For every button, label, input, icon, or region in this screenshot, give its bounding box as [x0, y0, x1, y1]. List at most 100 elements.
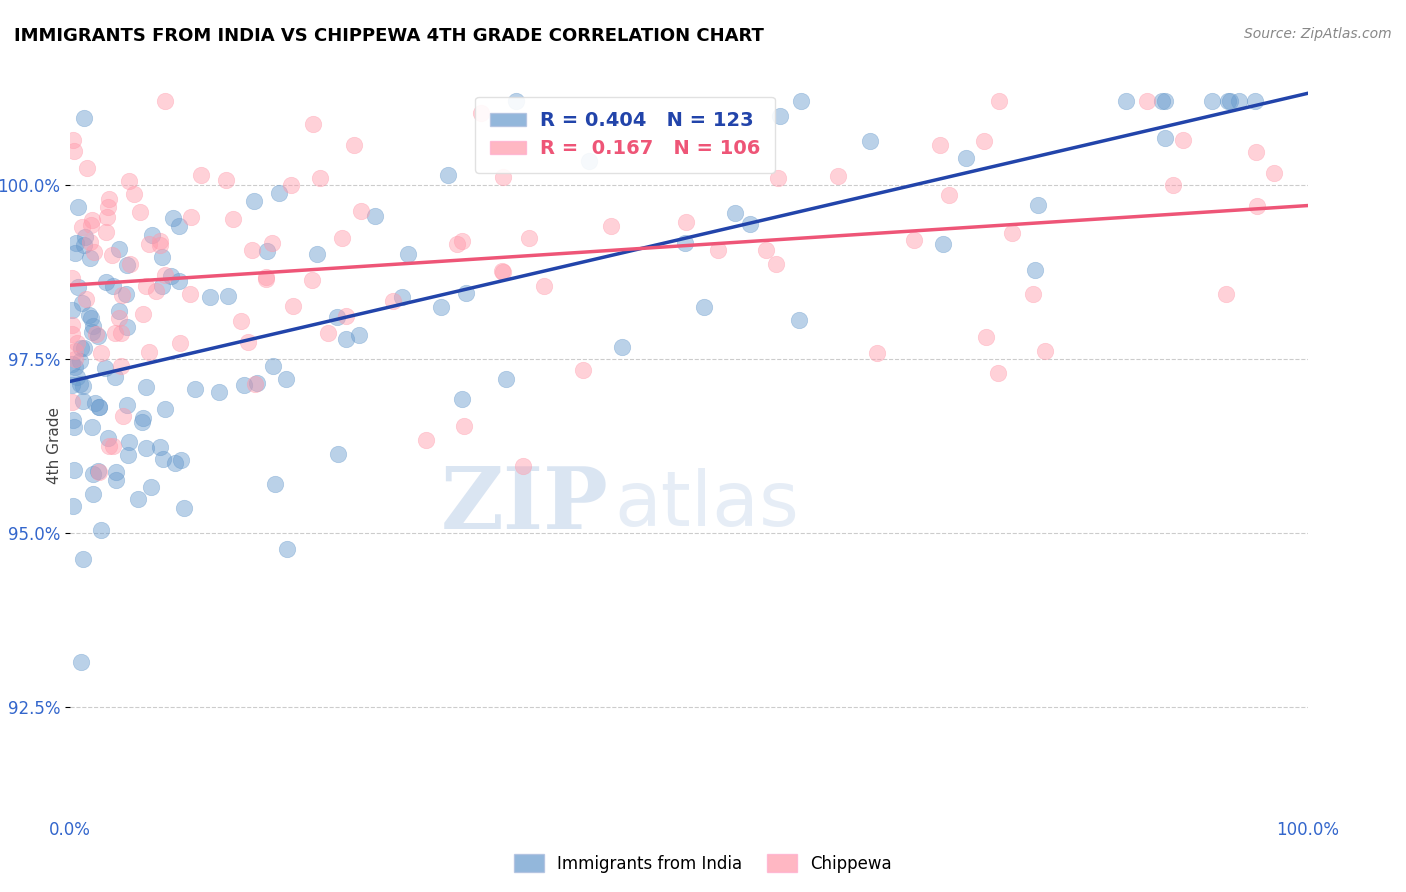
Point: [132, 410, 155, 425]
Point: [155, 268, 177, 282]
Point: [66, 280, 89, 294]
Point: [1150, 94, 1173, 108]
Point: [75, 292, 97, 306]
Point: [132, 307, 155, 321]
Point: [72, 551, 94, 566]
Point: [72, 379, 94, 393]
Y-axis label: 4th Grade: 4th Grade: [46, 408, 62, 484]
Point: [938, 188, 960, 202]
Point: [145, 285, 167, 299]
Point: [706, 243, 728, 257]
Point: [94, 361, 117, 376]
Point: [63, 343, 86, 358]
Point: [332, 231, 354, 245]
Point: [69, 354, 91, 368]
Point: [1153, 131, 1175, 145]
Point: [87, 401, 110, 415]
Point: [83, 244, 105, 259]
Point: [173, 501, 195, 516]
Point: [63, 462, 86, 476]
Point: [1001, 227, 1024, 241]
Point: [135, 380, 157, 394]
Point: [96, 225, 118, 239]
Point: [86, 326, 108, 341]
Point: [155, 402, 177, 417]
Point: [302, 117, 325, 131]
Point: [118, 435, 141, 450]
Point: [364, 209, 387, 223]
Point: [264, 476, 287, 491]
Point: [335, 332, 357, 346]
Point: [1115, 94, 1137, 108]
Point: [928, 138, 950, 153]
Point: [183, 382, 205, 396]
Point: [82, 467, 104, 481]
Point: [505, 94, 527, 108]
Point: [335, 310, 357, 324]
Point: [827, 169, 849, 184]
Point: [1215, 286, 1237, 301]
Point: [159, 268, 181, 283]
Point: [101, 279, 124, 293]
Point: [104, 370, 127, 384]
Point: [135, 441, 157, 455]
Point: [1173, 133, 1195, 147]
Point: [693, 300, 716, 314]
Legend: R = 0.404   N = 123, R =  0.167   N = 106: R = 0.404 N = 123, R = 0.167 N = 106: [475, 96, 775, 172]
Point: [90, 524, 112, 538]
Point: [155, 95, 177, 109]
Point: [63, 360, 86, 375]
Point: [1033, 344, 1056, 359]
Point: [673, 235, 696, 250]
Point: [740, 217, 762, 231]
Point: [973, 134, 995, 148]
Point: [138, 344, 160, 359]
Point: [450, 392, 472, 407]
Point: [67, 200, 90, 214]
Point: [135, 278, 157, 293]
Point: [97, 201, 120, 215]
Point: [149, 440, 172, 454]
Point: [866, 346, 889, 360]
Text: Source: ZipAtlas.com: Source: ZipAtlas.com: [1244, 27, 1392, 41]
Point: [103, 326, 125, 340]
Point: [517, 231, 540, 245]
Point: [349, 203, 371, 218]
Point: [243, 377, 266, 392]
Point: [150, 250, 173, 264]
Point: [69, 377, 91, 392]
Point: [69, 655, 91, 669]
Point: [62, 500, 84, 514]
Point: [141, 228, 163, 243]
Point: [62, 133, 84, 147]
Point: [90, 346, 112, 360]
Point: [120, 257, 142, 271]
Point: [382, 294, 405, 309]
Point: [101, 248, 124, 262]
Point: [391, 290, 413, 304]
Point: [60, 357, 83, 371]
Point: [89, 400, 111, 414]
Point: [325, 310, 347, 324]
Point: [60, 326, 83, 341]
Point: [437, 169, 460, 183]
Point: [169, 336, 191, 351]
Point: [82, 213, 104, 227]
Point: [127, 492, 149, 507]
Point: [308, 171, 330, 186]
Point: [139, 480, 162, 494]
Point: [1201, 94, 1223, 108]
Point: [262, 359, 284, 374]
Point: [276, 372, 298, 386]
Point: [600, 219, 623, 233]
Point: [79, 235, 101, 250]
Point: [97, 439, 120, 453]
Point: [217, 289, 239, 303]
Point: [495, 372, 517, 386]
Point: [281, 299, 304, 313]
Point: [454, 286, 477, 301]
Point: [470, 106, 492, 120]
Point: [208, 384, 231, 399]
Point: [859, 134, 882, 148]
Point: [198, 290, 221, 304]
